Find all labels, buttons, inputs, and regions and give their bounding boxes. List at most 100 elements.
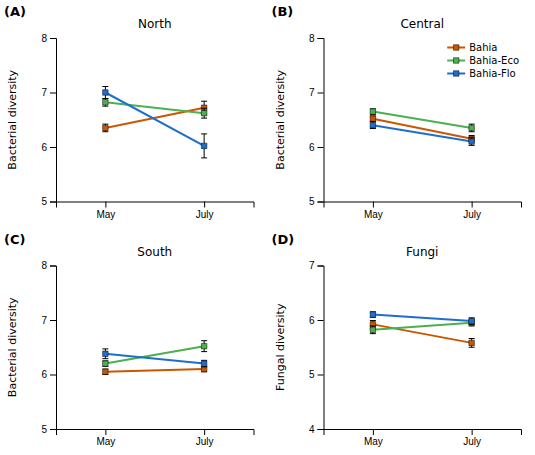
error-bar <box>201 341 207 352</box>
x-tick: July <box>463 429 481 447</box>
series <box>102 349 207 367</box>
y-tick: 8 <box>41 33 56 44</box>
marker <box>103 361 108 366</box>
y-tick: 6 <box>41 369 56 380</box>
x-tick: July <box>463 202 481 220</box>
tick-label: July <box>463 209 481 220</box>
line <box>373 119 472 139</box>
tick-label: 8 <box>41 260 47 271</box>
tick-label: 8 <box>309 33 315 44</box>
error-bar <box>102 361 108 366</box>
tick-mark <box>318 202 324 203</box>
panel: MayJuly5678Bacterial diversitySouth(C) <box>4 232 254 448</box>
legend-label: Bahia <box>469 42 497 53</box>
tick-mark <box>373 202 374 208</box>
y-axis-title: Bacterial diversity <box>274 69 287 169</box>
error-bar <box>370 312 376 317</box>
axis-line <box>324 202 522 208</box>
panel-label: (D) <box>272 232 295 247</box>
x-axis: May July <box>324 429 522 447</box>
line <box>105 93 204 146</box>
y-tick: 5 <box>41 424 56 435</box>
legend-marker <box>453 45 458 50</box>
axis-line <box>57 430 255 436</box>
tick-mark <box>373 429 374 435</box>
tick-label: May <box>364 436 383 447</box>
tick-mark <box>50 429 56 430</box>
series <box>102 341 207 367</box>
y-tick: 7 <box>41 315 56 326</box>
error-bar <box>102 349 108 359</box>
tick-mark <box>472 202 473 208</box>
line <box>373 323 472 330</box>
error-bar <box>469 138 475 146</box>
axis-line <box>50 39 57 203</box>
tick-label: May <box>96 436 115 447</box>
tick-label: 5 <box>41 196 47 207</box>
tick-label: 6 <box>41 142 47 153</box>
tick-mark <box>50 375 56 376</box>
tick-label: 7 <box>309 87 315 98</box>
tick-label: 7 <box>309 260 315 271</box>
tick-mark <box>204 429 205 435</box>
line <box>373 112 472 128</box>
x-tick: May <box>96 202 115 220</box>
tick-label: 5 <box>309 196 315 207</box>
tick-label: 5 <box>309 369 315 380</box>
error-bar <box>370 122 376 129</box>
y-axis: 4567 <box>309 260 324 435</box>
tick-label: 7 <box>41 315 47 326</box>
y-axis: 5 6 7 8 <box>41 260 56 435</box>
line <box>105 102 204 113</box>
tick-mark <box>50 38 56 39</box>
panel-label: (A) <box>4 4 26 19</box>
tick-mark <box>50 93 56 94</box>
title: North <box>138 17 172 31</box>
axis-line <box>50 266 57 430</box>
tick-mark <box>318 429 324 430</box>
title: South <box>137 245 172 259</box>
line <box>105 369 204 372</box>
error-bar <box>370 109 376 114</box>
error-bar <box>469 318 475 325</box>
x-tick: July <box>196 202 214 220</box>
error-bar <box>201 360 207 367</box>
tick-label: May <box>364 209 383 220</box>
error-bar <box>469 339 475 348</box>
legend: BahiaBahia-EcoBahia-Flo <box>447 42 519 79</box>
x-axis: May July <box>57 429 255 447</box>
tick-label: 8 <box>41 33 47 44</box>
tick-label: July <box>463 436 481 447</box>
marker <box>370 122 375 127</box>
panel: MayJuly5678Bacterial diversityNorth(A) <box>4 4 254 220</box>
error-bar <box>102 369 108 374</box>
series <box>102 87 207 158</box>
series <box>370 122 475 145</box>
tick-mark <box>50 147 56 148</box>
plot-area <box>102 87 207 158</box>
error-bar <box>102 124 108 132</box>
tick-mark <box>318 320 324 321</box>
series <box>102 101 207 132</box>
y-axis: 5678 <box>309 33 324 208</box>
tick-mark <box>105 429 106 435</box>
series <box>370 319 475 333</box>
x-tick: May <box>96 429 115 447</box>
panel: MayJuly4567Fungal diversityFungi(D) <box>272 232 522 448</box>
marker <box>469 125 474 130</box>
line <box>105 354 204 364</box>
error-bar <box>201 108 207 118</box>
tick-mark <box>318 147 324 148</box>
marker <box>103 100 108 105</box>
marker <box>469 318 474 323</box>
series <box>370 321 475 348</box>
series <box>370 312 475 325</box>
marker <box>370 109 375 114</box>
y-tick: 7 <box>309 87 324 98</box>
y-tick: 5 <box>309 369 324 380</box>
marker <box>201 361 206 366</box>
title: Fungi <box>406 245 438 259</box>
series <box>102 98 207 118</box>
plot-area <box>370 312 475 347</box>
x-tick: July <box>196 429 214 447</box>
